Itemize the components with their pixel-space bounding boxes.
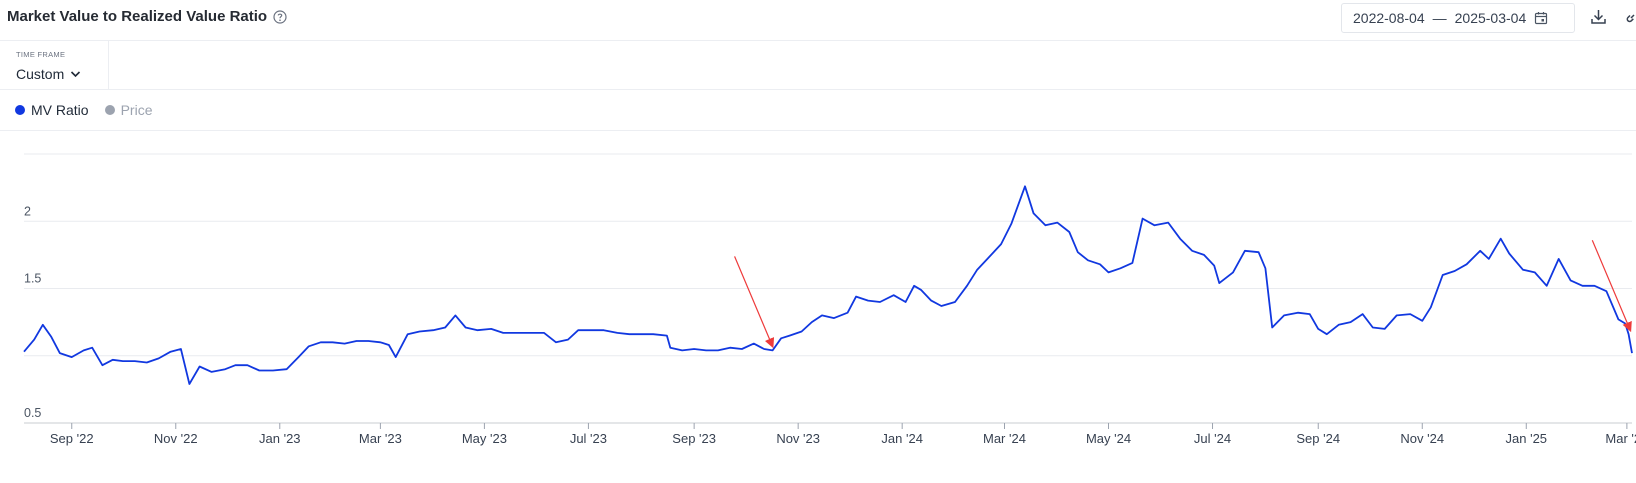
legend-dot-price xyxy=(104,105,115,115)
date-separator: — xyxy=(1432,10,1447,26)
legend-dot-mv-ratio xyxy=(15,105,25,115)
x-tick-label: Jan '24 xyxy=(881,431,923,446)
x-tick-label: Sep '22 xyxy=(50,431,94,446)
x-tick-label: Jul '23 xyxy=(570,431,607,446)
chart-title-wrap: Market Value to Realized Value Ratio xyxy=(7,8,287,25)
legend-label-price: Price xyxy=(120,102,153,118)
timeframe-value: Custom xyxy=(16,66,65,82)
x-tick-label: Mar '23 xyxy=(359,431,402,446)
date-range-picker[interactable]: 2022-08-04 — 2025-03-04 xyxy=(1341,3,1575,33)
chevron-down-icon xyxy=(71,71,81,78)
chart-legend: MV Ratio Price xyxy=(15,102,152,118)
legend-item-mv-ratio[interactable]: MV Ratio xyxy=(15,102,89,118)
x-tick-label: May '23 xyxy=(462,431,507,446)
x-tick-label: May '24 xyxy=(1086,431,1131,446)
link-icon[interactable] xyxy=(1624,8,1636,25)
timeframe-label: TIME FRAME xyxy=(16,50,66,59)
x-tick-label: Jul '24 xyxy=(1194,431,1231,446)
legend-label-mv-ratio: MV Ratio xyxy=(31,102,89,118)
x-tick-label: Jan '25 xyxy=(1506,431,1548,446)
date-end: 2025-03-04 xyxy=(1454,10,1527,26)
x-tick-label: Nov '24 xyxy=(1400,431,1444,446)
x-tick-label: Sep '24 xyxy=(1296,431,1340,446)
timeframe-dropdown[interactable]: Custom xyxy=(16,66,81,82)
y-tick-label: 1.5 xyxy=(24,272,41,286)
x-tick-label: Jan '23 xyxy=(259,431,301,446)
chart-header: Market Value to Realized Value Ratio 202… xyxy=(0,0,1636,41)
download-icon[interactable] xyxy=(1590,8,1607,25)
x-tick-label: Sep '23 xyxy=(672,431,716,446)
x-tick-label: Nov '23 xyxy=(776,431,820,446)
x-tick-label: Mar '25 xyxy=(1605,431,1636,446)
annotation-arrow xyxy=(1591,239,1632,333)
calendar-icon xyxy=(1535,12,1548,25)
x-tick-label: Nov '22 xyxy=(154,431,198,446)
legend-item-price[interactable]: Price xyxy=(104,102,153,118)
timeframe-selector[interactable]: TIME FRAME Custom xyxy=(0,40,109,89)
line-chart[interactable]: 0.5 1.5 2 Sep '22 Nov '22 Jan '23 Mar '23 May '… xyxy=(0,131,1636,483)
help-icon[interactable] xyxy=(273,9,287,24)
date-start: 2022-08-04 xyxy=(1353,10,1425,26)
chart-title: Market Value to Realized Value Ratio xyxy=(7,8,268,25)
divider xyxy=(0,89,1636,90)
annotation-arrow xyxy=(734,256,775,349)
y-tick-label: 2 xyxy=(24,204,31,218)
series-line-mv-ratio xyxy=(23,185,1633,385)
y-tick-label: 0.5 xyxy=(24,406,41,420)
divider xyxy=(0,130,1636,131)
x-tick-label: Mar '24 xyxy=(983,431,1026,446)
